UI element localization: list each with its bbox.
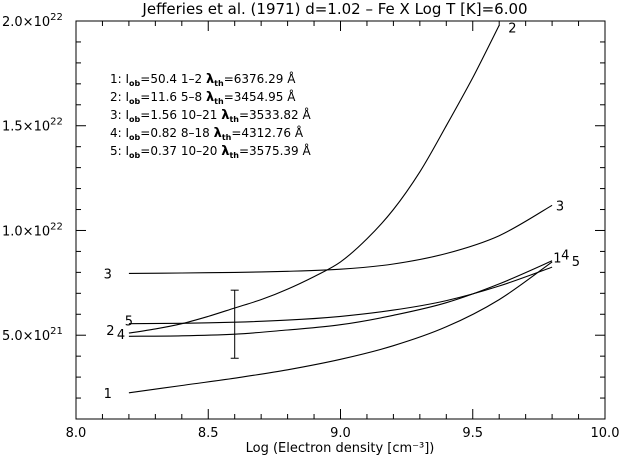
curve-label: 1 <box>553 252 561 267</box>
curve-label: 2 <box>106 324 114 339</box>
legend-entry: 3: Iob=1.56 10–21 λth=3533.82 Å <box>110 107 311 124</box>
series-line-4 <box>128 260 553 337</box>
legend-entry: 5: Iob=0.37 10–20 λth=3575.39 Å <box>110 143 311 160</box>
legend-entry: 4: Iob=0.82 8–18 λth=4312.76 Å <box>110 125 304 142</box>
y-tick-labels: 5.0×1021 1.0×1022 1.5×1022 2.0×1022 <box>2 12 63 344</box>
series-line-1 <box>128 261 553 394</box>
curve-label: 1 <box>104 387 112 402</box>
legend-entry: 1: Iob=50.4 1–2 λth=6376.29 Å <box>110 71 296 88</box>
y-tick-label: 1.0×1022 <box>2 221 63 239</box>
chart-title: Jefferies et al. (1971) d=1.02 – Fe X Lo… <box>141 0 527 18</box>
series-lines <box>128 24 553 394</box>
axis-ticks <box>75 20 606 420</box>
x-tick-label: 9.0 <box>330 426 351 441</box>
x-tick-label: 8.0 <box>66 426 87 441</box>
series-line-5 <box>128 266 553 325</box>
x-tick-label: 9.5 <box>462 426 483 441</box>
x-tick-label: 8.5 <box>198 426 219 441</box>
curve-label: 5 <box>572 255 580 270</box>
y-tick-label: 1.5×1022 <box>2 117 63 135</box>
curve-label: 4 <box>117 328 125 343</box>
legend-entry: 2: Iob=11.6 5–8 λth=3454.95 Å <box>110 89 296 106</box>
curve-label: 3 <box>104 267 112 282</box>
legend: 1: Iob=50.4 1–2 λth=6376.29 Å2: Iob=11.6… <box>110 71 311 160</box>
error-bar <box>230 289 239 359</box>
series-line-3 <box>128 204 553 274</box>
x-tick-label: 10.0 <box>591 426 620 441</box>
curve-label: 2 <box>508 21 516 36</box>
series-line-2 <box>128 24 500 334</box>
y-tick-label: 5.0×1021 <box>2 326 63 344</box>
curve-label: 4 <box>561 249 569 264</box>
x-tick-labels: 8.0 8.5 9.0 9.5 10.0 <box>66 426 620 441</box>
curve-label: 3 <box>556 199 564 214</box>
x-axis-title: Log (Electron density [cm⁻³]) <box>246 441 435 456</box>
curve-label: 5 <box>125 315 133 330</box>
y-tick-label: 2.0×1022 <box>2 12 63 30</box>
